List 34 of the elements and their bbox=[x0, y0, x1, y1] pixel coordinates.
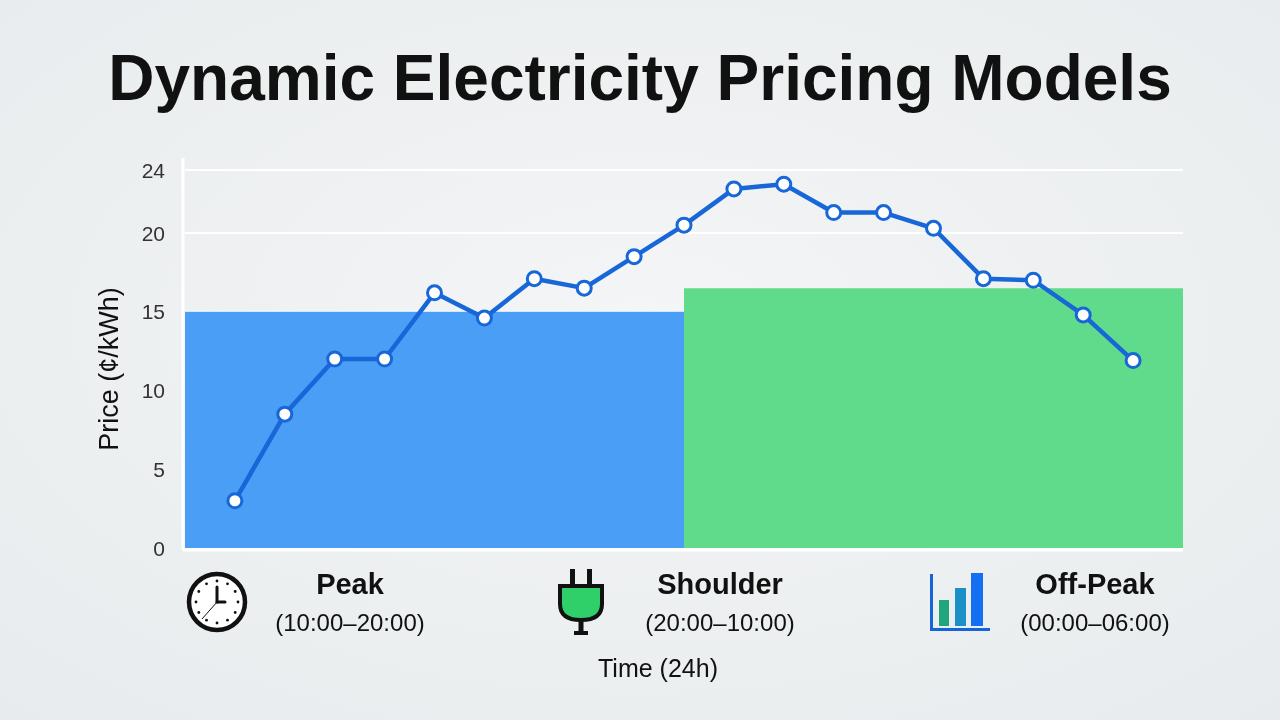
point bbox=[475, 309, 493, 327]
point bbox=[226, 492, 244, 510]
point bbox=[775, 175, 793, 193]
text: (10:00–20:00) bbox=[275, 609, 425, 636]
chart-title: Dynamic Electricity Pricing Models bbox=[108, 42, 1172, 114]
point bbox=[426, 284, 443, 302]
y-tick-label: 5 bbox=[153, 457, 165, 481]
point bbox=[725, 180, 743, 198]
point bbox=[376, 350, 394, 368]
text: (20:00–10:00) bbox=[645, 609, 795, 636]
point bbox=[974, 270, 992, 288]
text: (00:00–06:00) bbox=[1020, 609, 1170, 636]
point bbox=[875, 204, 893, 222]
y-tick-label: 15 bbox=[141, 300, 165, 324]
y-tick-label: 20 bbox=[141, 221, 165, 245]
x-axis-title: Time (24h) bbox=[598, 654, 718, 682]
point bbox=[625, 248, 643, 266]
point bbox=[1024, 271, 1042, 289]
point bbox=[575, 279, 593, 297]
point bbox=[326, 350, 344, 368]
point bbox=[525, 270, 543, 288]
point bbox=[675, 216, 693, 234]
point bbox=[276, 405, 294, 423]
point bbox=[1124, 352, 1142, 370]
text: Off-Peak bbox=[1035, 568, 1156, 600]
text: Shoulder bbox=[657, 568, 783, 600]
y-tick-label: 24 bbox=[141, 158, 166, 182]
text: Peak bbox=[316, 568, 385, 600]
y-axis-title: Price (¢/kWh) bbox=[94, 287, 124, 451]
point bbox=[925, 219, 942, 237]
y-tick-label: 10 bbox=[141, 379, 165, 402]
point bbox=[825, 204, 843, 222]
y-tick-label: 0 bbox=[153, 536, 165, 560]
point bbox=[1074, 306, 1092, 324]
